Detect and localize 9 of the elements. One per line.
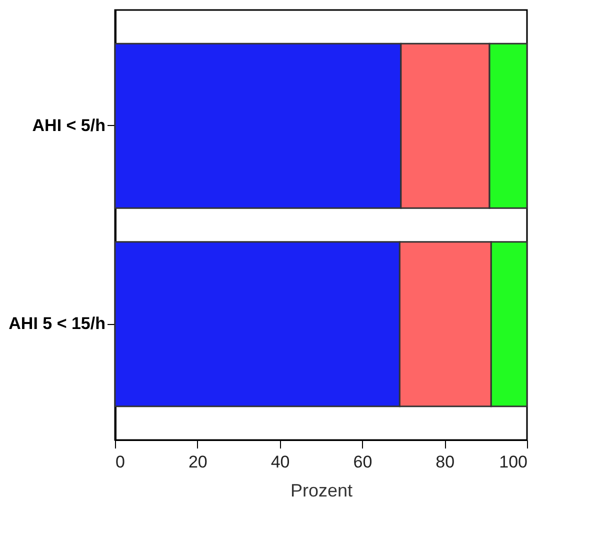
- x-tick-label: 40: [270, 452, 290, 472]
- x-axis-title: Prozent: [290, 480, 353, 500]
- y-tick-label: AHI < 5/h: [32, 116, 106, 135]
- x-tick-label: 60: [353, 452, 372, 472]
- y-tick-label: AHI 5 < 15/h: [8, 314, 106, 334]
- x-tick-label: 80: [436, 452, 455, 472]
- x-tick-label: 20: [188, 452, 208, 472]
- x-tick-label: 0: [116, 452, 125, 472]
- x-tick-label: 100: [499, 452, 528, 472]
